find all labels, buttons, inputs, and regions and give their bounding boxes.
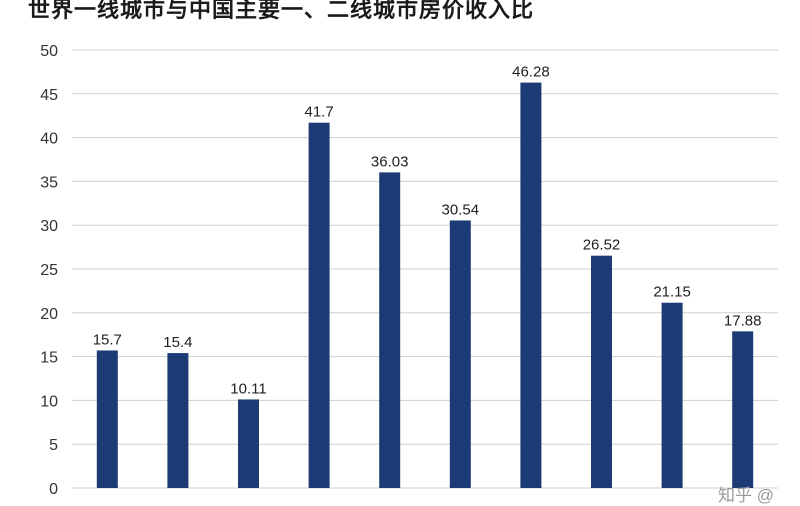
y-tick-label: 45	[40, 87, 58, 104]
bar-value-label: 15.4	[163, 334, 192, 351]
y-tick-label: 5	[49, 437, 58, 454]
bars	[96, 82, 754, 489]
y-tick-label: 20	[40, 306, 58, 323]
y-tick-label: 10	[40, 393, 58, 410]
bar	[520, 82, 542, 489]
y-tick-label: 35	[40, 174, 58, 191]
y-tick-label: 25	[40, 262, 58, 279]
y-tick-label: 30	[40, 218, 58, 235]
watermark: 知乎 @	[718, 486, 774, 505]
data-labels: 15.7 15.4 10.11 41.7 36.03 30.54 46.28 26.52 21.…	[93, 64, 762, 398]
bar-value-label: 10.11	[230, 380, 266, 397]
bar	[732, 331, 754, 488]
bar-value-label: 26.52	[583, 237, 621, 254]
bar-value-label: 41.7	[304, 104, 333, 121]
bar-value-label: 17.88	[724, 312, 762, 329]
bar	[238, 399, 259, 488]
bar-value-label: 46.28	[512, 64, 550, 81]
bar-value-label: 36.03	[371, 153, 409, 170]
bar-value-label: 21.15	[653, 284, 691, 301]
bar-value-label: 30.54	[442, 201, 480, 218]
bar	[661, 302, 683, 488]
y-tick-label: 50	[40, 43, 58, 60]
bar	[308, 122, 330, 488]
bar	[449, 220, 471, 488]
bar	[167, 353, 189, 488]
y-tick-label: 40	[40, 131, 58, 148]
chart-title: 世界一线城市与中国主要一、二线城市房价收入比	[28, 0, 535, 22]
bar	[591, 255, 612, 488]
bar	[379, 172, 401, 488]
y-axis-ticks: 0 5 10 15 20 25 30 35 40 45 50	[40, 43, 58, 498]
bar-value-label: 15.7	[93, 331, 122, 348]
bar	[96, 350, 118, 488]
y-tick-label: 15	[40, 350, 58, 367]
gridlines	[72, 49, 778, 489]
y-tick-label: 0	[49, 481, 58, 498]
